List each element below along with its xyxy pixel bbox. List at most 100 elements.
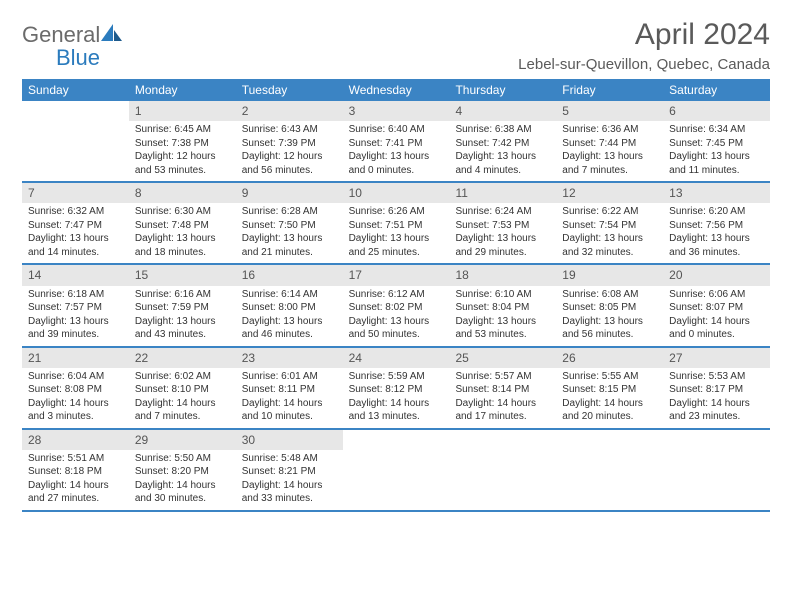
sunrise-line: Sunrise: 6:18 AM (28, 288, 123, 302)
day-cell: 4Sunrise: 6:38 AMSunset: 7:42 PMDaylight… (449, 101, 556, 181)
day-content: Sunrise: 6:24 AMSunset: 7:53 PMDaylight:… (449, 205, 556, 263)
day-content: Sunrise: 6:16 AMSunset: 7:59 PMDaylight:… (129, 288, 236, 346)
sunrise-line: Sunrise: 5:48 AM (242, 452, 337, 466)
daylight-line-2: and 56 minutes. (562, 328, 657, 342)
day-content: Sunrise: 6:28 AMSunset: 7:50 PMDaylight:… (236, 205, 343, 263)
week-row: 28Sunrise: 5:51 AMSunset: 8:18 PMDayligh… (22, 430, 770, 512)
day-cell: 9Sunrise: 6:28 AMSunset: 7:50 PMDaylight… (236, 183, 343, 263)
calendar: Sunday Monday Tuesday Wednesday Thursday… (22, 79, 770, 512)
day-cell (343, 430, 450, 510)
day-cell: 5Sunrise: 6:36 AMSunset: 7:44 PMDaylight… (556, 101, 663, 181)
sunrise-line: Sunrise: 5:57 AM (455, 370, 550, 384)
day-number: 15 (129, 265, 236, 285)
sunset-line: Sunset: 8:05 PM (562, 301, 657, 315)
day-content: Sunrise: 6:06 AMSunset: 8:07 PMDaylight:… (663, 288, 770, 346)
day-cell: 25Sunrise: 5:57 AMSunset: 8:14 PMDayligh… (449, 348, 556, 428)
weekday-header: Tuesday (236, 79, 343, 101)
sunrise-line: Sunrise: 6:40 AM (349, 123, 444, 137)
weekday-header: Friday (556, 79, 663, 101)
daylight-line-2: and 7 minutes. (135, 410, 230, 424)
day-content: Sunrise: 6:04 AMSunset: 8:08 PMDaylight:… (22, 370, 129, 428)
sunrise-line: Sunrise: 6:01 AM (242, 370, 337, 384)
sunset-line: Sunset: 8:11 PM (242, 383, 337, 397)
day-cell (663, 430, 770, 510)
daylight-line-1: Daylight: 13 hours (135, 232, 230, 246)
day-number: 16 (236, 265, 343, 285)
sunrise-line: Sunrise: 5:55 AM (562, 370, 657, 384)
day-number: 8 (129, 183, 236, 203)
daylight-line-1: Daylight: 13 hours (455, 150, 550, 164)
day-cell: 12Sunrise: 6:22 AMSunset: 7:54 PMDayligh… (556, 183, 663, 263)
daylight-line-2: and 36 minutes. (669, 246, 764, 260)
sunset-line: Sunset: 7:42 PM (455, 137, 550, 151)
day-number: 25 (449, 348, 556, 368)
day-number: 18 (449, 265, 556, 285)
daylight-line-2: and 13 minutes. (349, 410, 444, 424)
day-number: 6 (663, 101, 770, 121)
day-number: 21 (22, 348, 129, 368)
daylight-line-1: Daylight: 13 hours (349, 315, 444, 329)
day-cell: 15 Sunrise: 6:16 AMSunset: 7:59 PMDayligh… (129, 265, 236, 345)
daylight-line-1: Daylight: 14 hours (349, 397, 444, 411)
daylight-line-2: and 33 minutes. (242, 492, 337, 506)
daylight-line-2: and 17 minutes. (455, 410, 550, 424)
sunrise-line: Sunrise: 6:14 AM (242, 288, 337, 302)
day-number: 13 (663, 183, 770, 203)
day-content: Sunrise: 6:12 AMSunset: 8:02 PMDaylight:… (343, 288, 450, 346)
daylight-line-2: and 32 minutes. (562, 246, 657, 260)
day-content: Sunrise: 5:50 AMSunset: 8:20 PMDaylight:… (129, 452, 236, 510)
day-cell: 18Sunrise: 6:10 AMSunset: 8:04 PMDayligh… (449, 265, 556, 345)
sunrise-line: Sunrise: 5:53 AM (669, 370, 764, 384)
day-cell: 28Sunrise: 5:51 AMSunset: 8:18 PMDayligh… (22, 430, 129, 510)
month-title: April 2024 (518, 18, 770, 52)
day-number: 4 (449, 101, 556, 121)
day-number: 29 (129, 430, 236, 450)
day-cell (556, 430, 663, 510)
day-cell: 26Sunrise: 5:55 AMSunset: 8:15 PMDayligh… (556, 348, 663, 428)
daylight-line-1: Daylight: 14 hours (28, 397, 123, 411)
day-cell (22, 101, 129, 181)
day-number: 10 (343, 183, 450, 203)
day-number: 27 (663, 348, 770, 368)
sunrise-line: Sunrise: 6:26 AM (349, 205, 444, 219)
daylight-line-2: and 0 minutes. (669, 328, 764, 342)
sunset-line: Sunset: 8:10 PM (135, 383, 230, 397)
sunrise-line: Sunrise: 6:06 AM (669, 288, 764, 302)
day-content: Sunrise: 5:53 AMSunset: 8:17 PMDaylight:… (663, 370, 770, 428)
brand-name-part1: General (22, 22, 100, 47)
sunset-line: Sunset: 7:57 PM (28, 301, 123, 315)
day-cell: 22Sunrise: 6:02 AMSunset: 8:10 PMDayligh… (129, 348, 236, 428)
daylight-line-1: Daylight: 13 hours (135, 315, 230, 329)
sunset-line: Sunset: 8:08 PM (28, 383, 123, 397)
sunrise-line: Sunrise: 6:02 AM (135, 370, 230, 384)
daylight-line-1: Daylight: 14 hours (242, 479, 337, 493)
day-content: Sunrise: 6:22 AMSunset: 7:54 PMDaylight:… (556, 205, 663, 263)
daylight-line-1: Daylight: 13 hours (562, 150, 657, 164)
daylight-line-1: Daylight: 13 hours (349, 150, 444, 164)
day-content: Sunrise: 5:57 AMSunset: 8:14 PMDaylight:… (449, 370, 556, 428)
day-content: Sunrise: 6:14 AMSunset: 8:00 PMDaylight:… (236, 288, 343, 346)
daylight-line-1: Daylight: 13 hours (242, 232, 337, 246)
day-content: Sunrise: 6:20 AMSunset: 7:56 PMDaylight:… (663, 205, 770, 263)
brand-logo: General Blue (22, 18, 123, 70)
daylight-line-2: and 18 minutes. (135, 246, 230, 260)
title-block: April 2024 Lebel-sur-Quevillon, Quebec, … (518, 18, 770, 73)
daylight-line-2: and 39 minutes. (28, 328, 123, 342)
daylight-line-1: Daylight: 14 hours (669, 397, 764, 411)
week-row: 7Sunrise: 6:32 AMSunset: 7:47 PMDaylight… (22, 183, 770, 265)
day-number: 20 (663, 265, 770, 285)
daylight-line-1: Daylight: 13 hours (562, 232, 657, 246)
week-row: 1Sunrise: 6:45 AMSunset: 7:38 PMDaylight… (22, 101, 770, 183)
daylight-line-2: and 46 minutes. (242, 328, 337, 342)
daylight-line-2: and 53 minutes. (455, 328, 550, 342)
weekday-header: Saturday (663, 79, 770, 101)
daylight-line-2: and 11 minutes. (669, 164, 764, 178)
sunset-line: Sunset: 7:54 PM (562, 219, 657, 233)
daylight-line-1: Daylight: 13 hours (455, 232, 550, 246)
sunrise-line: Sunrise: 6:20 AM (669, 205, 764, 219)
sunrise-line: Sunrise: 6:28 AM (242, 205, 337, 219)
day-content: Sunrise: 6:36 AMSunset: 7:44 PMDaylight:… (556, 123, 663, 181)
day-content: Sunrise: 6:34 AMSunset: 7:45 PMDaylight:… (663, 123, 770, 181)
sunset-line: Sunset: 7:38 PM (135, 137, 230, 151)
sunset-line: Sunset: 7:48 PM (135, 219, 230, 233)
